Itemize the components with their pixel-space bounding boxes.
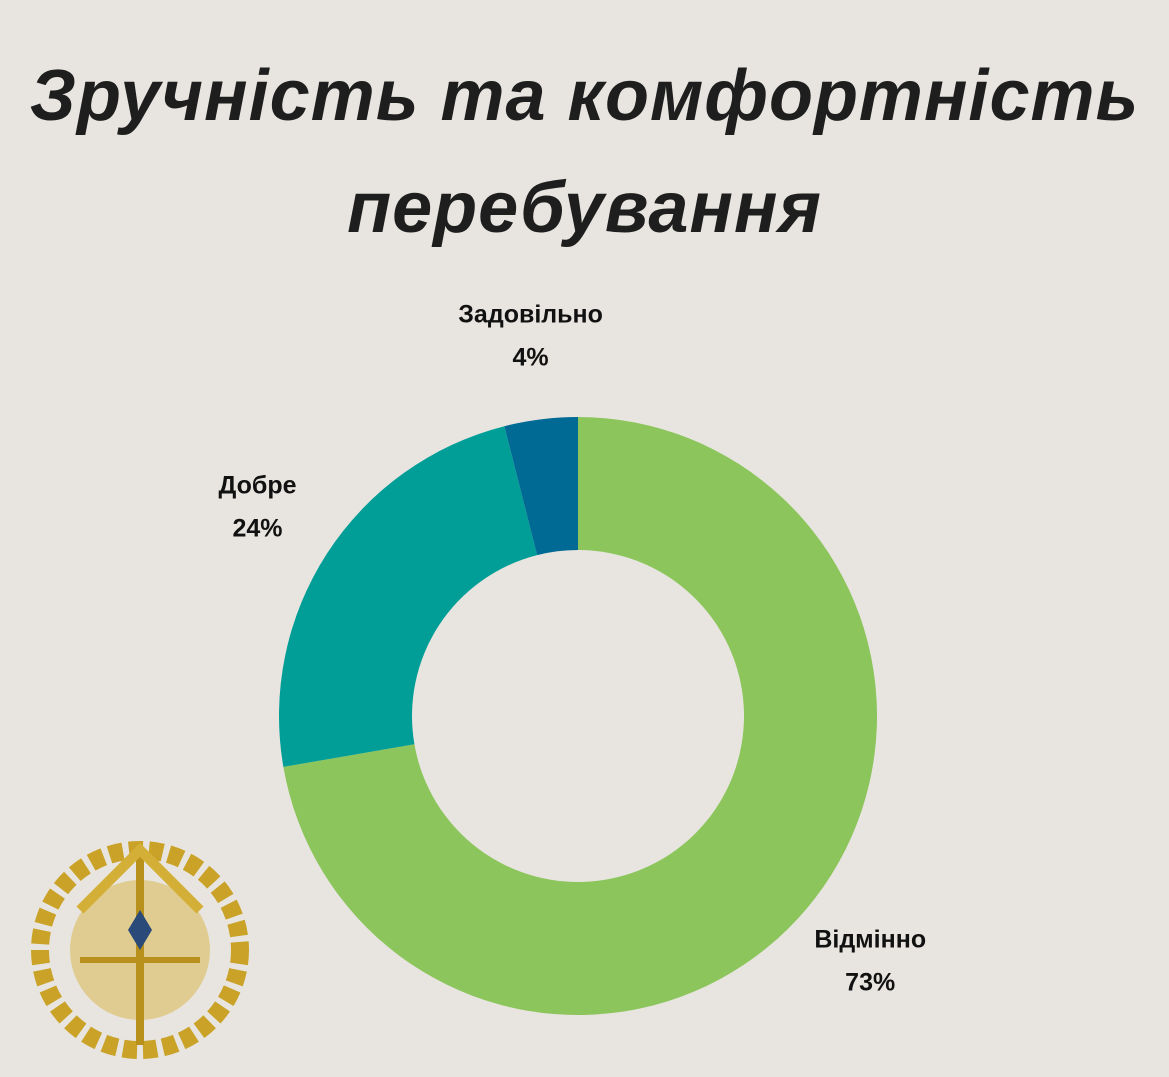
chart-title: Зручність та комфортність перебування <box>29 56 1140 248</box>
value-label: 4% <box>513 344 549 372</box>
emblem <box>31 841 249 1059</box>
donut-slice <box>283 417 877 1016</box>
slice-label: Добре <box>219 472 297 500</box>
donut-slice <box>279 426 538 767</box>
slice-label: Задовільно <box>458 301 603 329</box>
value-label: 73% <box>845 969 895 997</box>
slice-label: Відмінно <box>814 926 926 954</box>
value-label: 24% <box>232 515 282 543</box>
donut-slice <box>504 417 578 556</box>
